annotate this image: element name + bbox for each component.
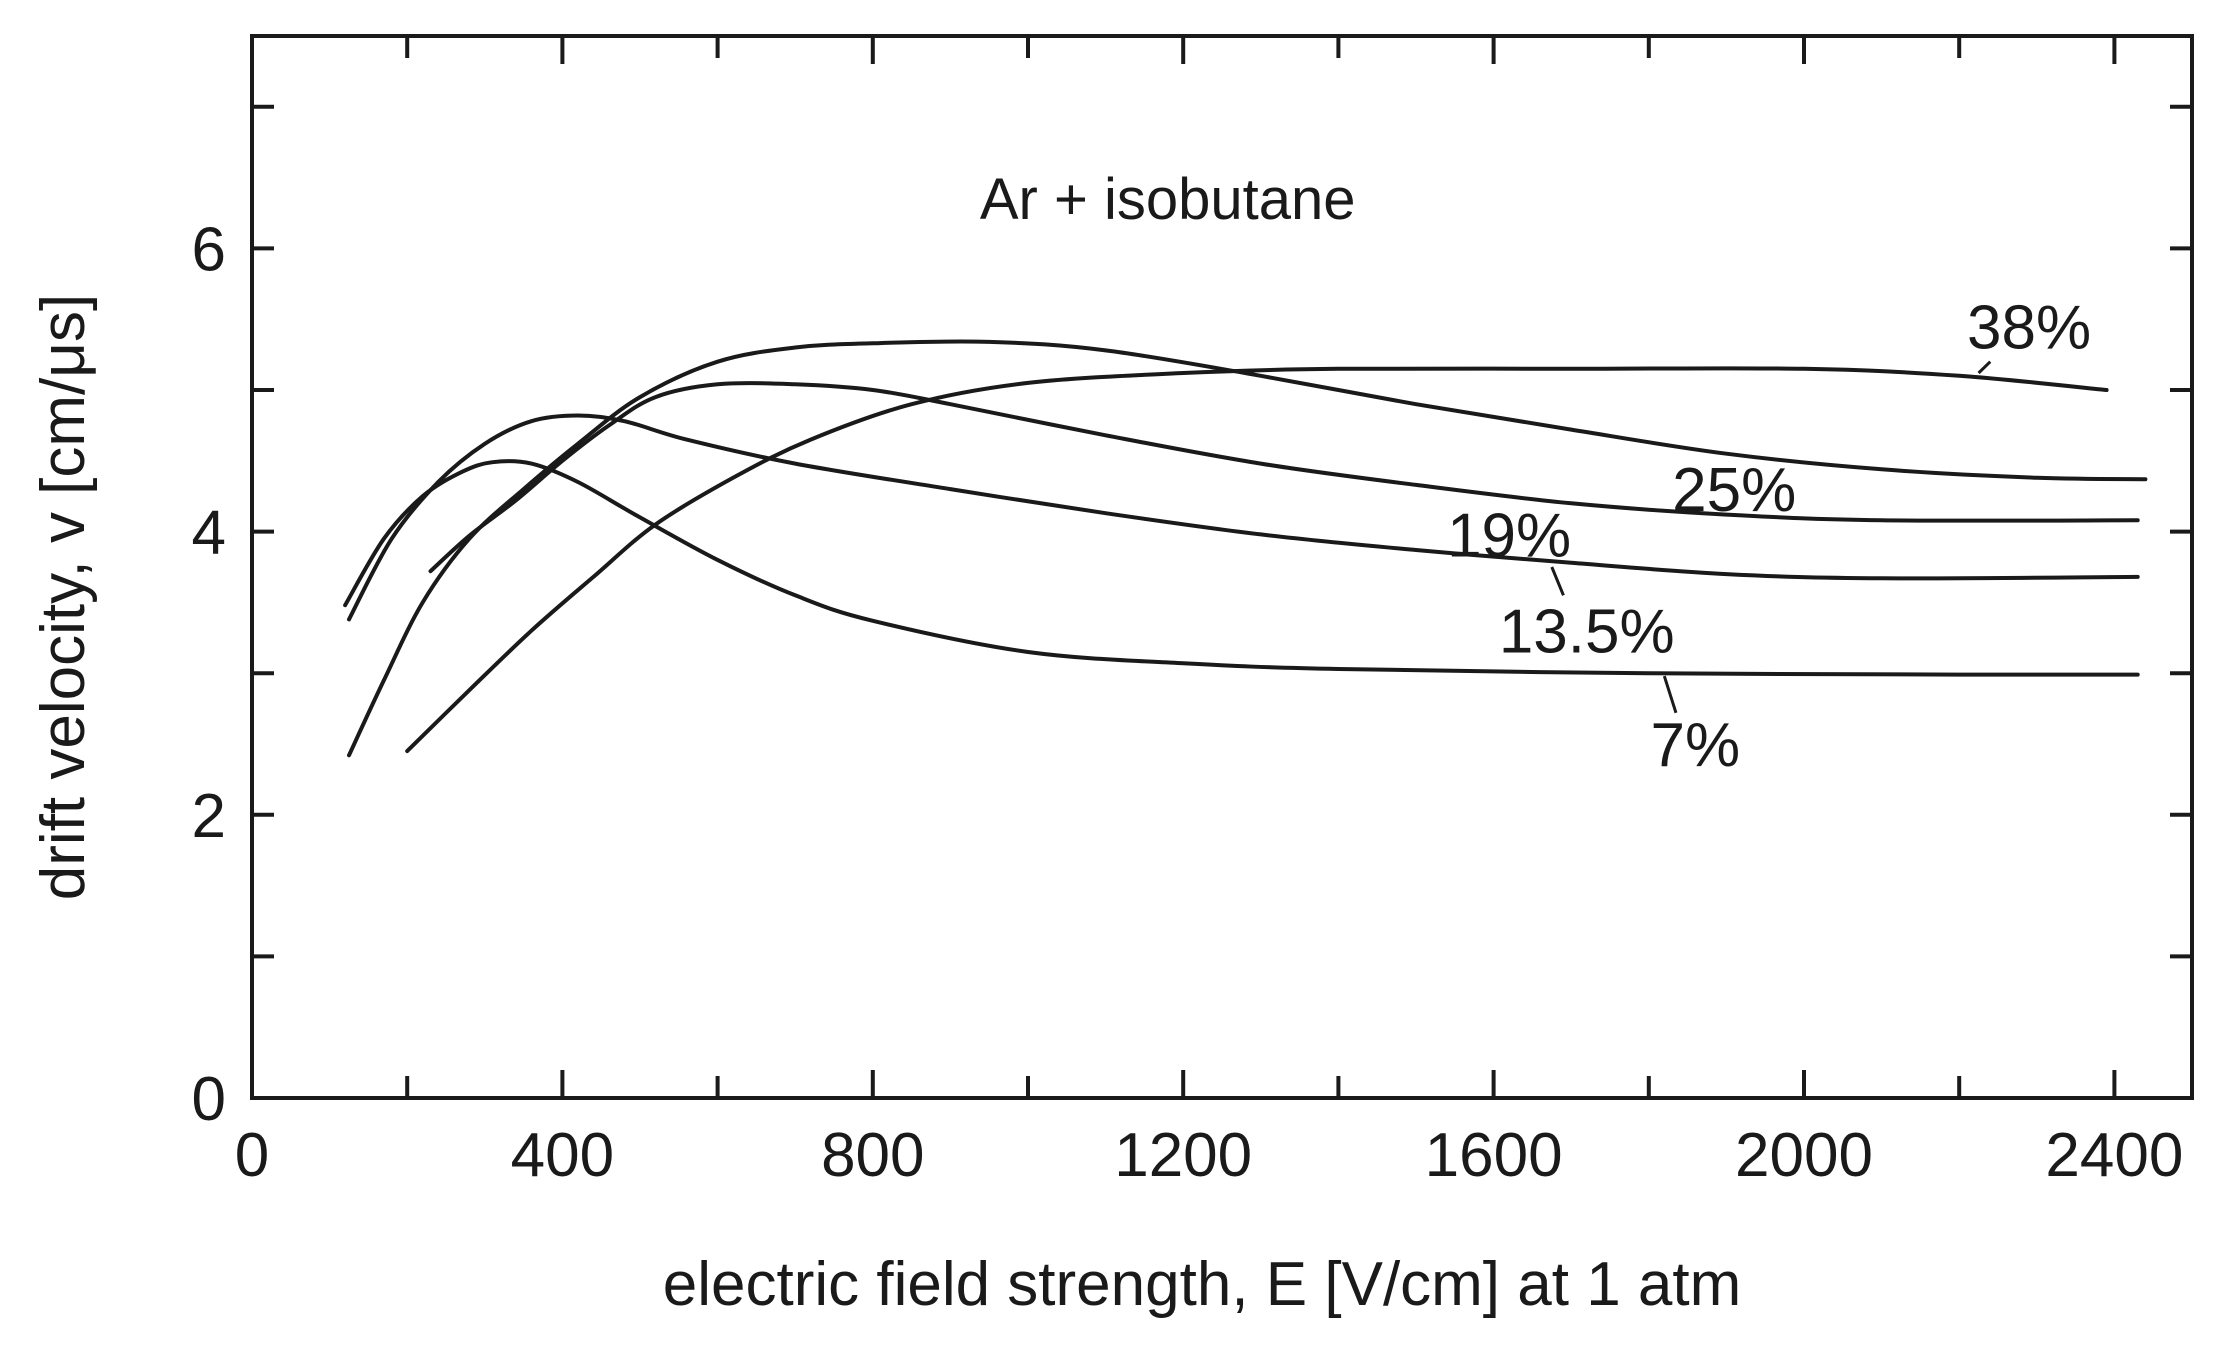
x-axis-label: electric field strength, E [V/cm] at 1 a… — [663, 1250, 1742, 1319]
chart-title: Ar + isobutane — [980, 167, 1356, 232]
series-label: 25% — [1672, 456, 1796, 525]
x-tick-label: 2000 — [1735, 1121, 1873, 1190]
y-axis-label: drift velocity, v [cm/μs] — [29, 294, 98, 900]
labels-layer: 7% 13.5% 19% 25% 38% — [1447, 293, 2091, 780]
series-label-leader — [1550, 566, 1565, 596]
x-tick-label: 1600 — [1425, 1121, 1563, 1190]
ticks-layer: 0 400 800 1200 1600 2000 2400 0 2 4 6 — [192, 36, 2192, 1190]
series-label-leader — [1977, 360, 1992, 375]
y-tick-label: 0 — [192, 1065, 226, 1134]
series-label: 19% — [1447, 501, 1571, 570]
series-label: 38% — [1967, 293, 2091, 362]
x-tick-label: 800 — [821, 1121, 924, 1190]
x-tick-label: 0 — [235, 1121, 269, 1190]
series-line-25pct — [347, 339, 2148, 758]
series-label-leader — [1662, 675, 1678, 714]
series-label: 7% — [1651, 711, 1741, 780]
series-layer — [343, 339, 2148, 758]
x-tick-label: 1200 — [1114, 1121, 1252, 1190]
y-tick-label: 2 — [192, 782, 226, 851]
x-tick-label: 2400 — [2045, 1121, 2183, 1190]
series-line-19pct — [428, 381, 2140, 574]
series-line-7pct — [343, 459, 2140, 677]
plot-frame — [250, 34, 2194, 1100]
series-label: 13.5% — [1499, 598, 1675, 667]
y-tick-label: 6 — [192, 215, 226, 284]
y-tick-label: 4 — [192, 499, 226, 568]
series-line-38pct — [405, 366, 2109, 754]
x-tick-label: 400 — [511, 1121, 614, 1190]
series-line-135pct — [347, 413, 2140, 622]
